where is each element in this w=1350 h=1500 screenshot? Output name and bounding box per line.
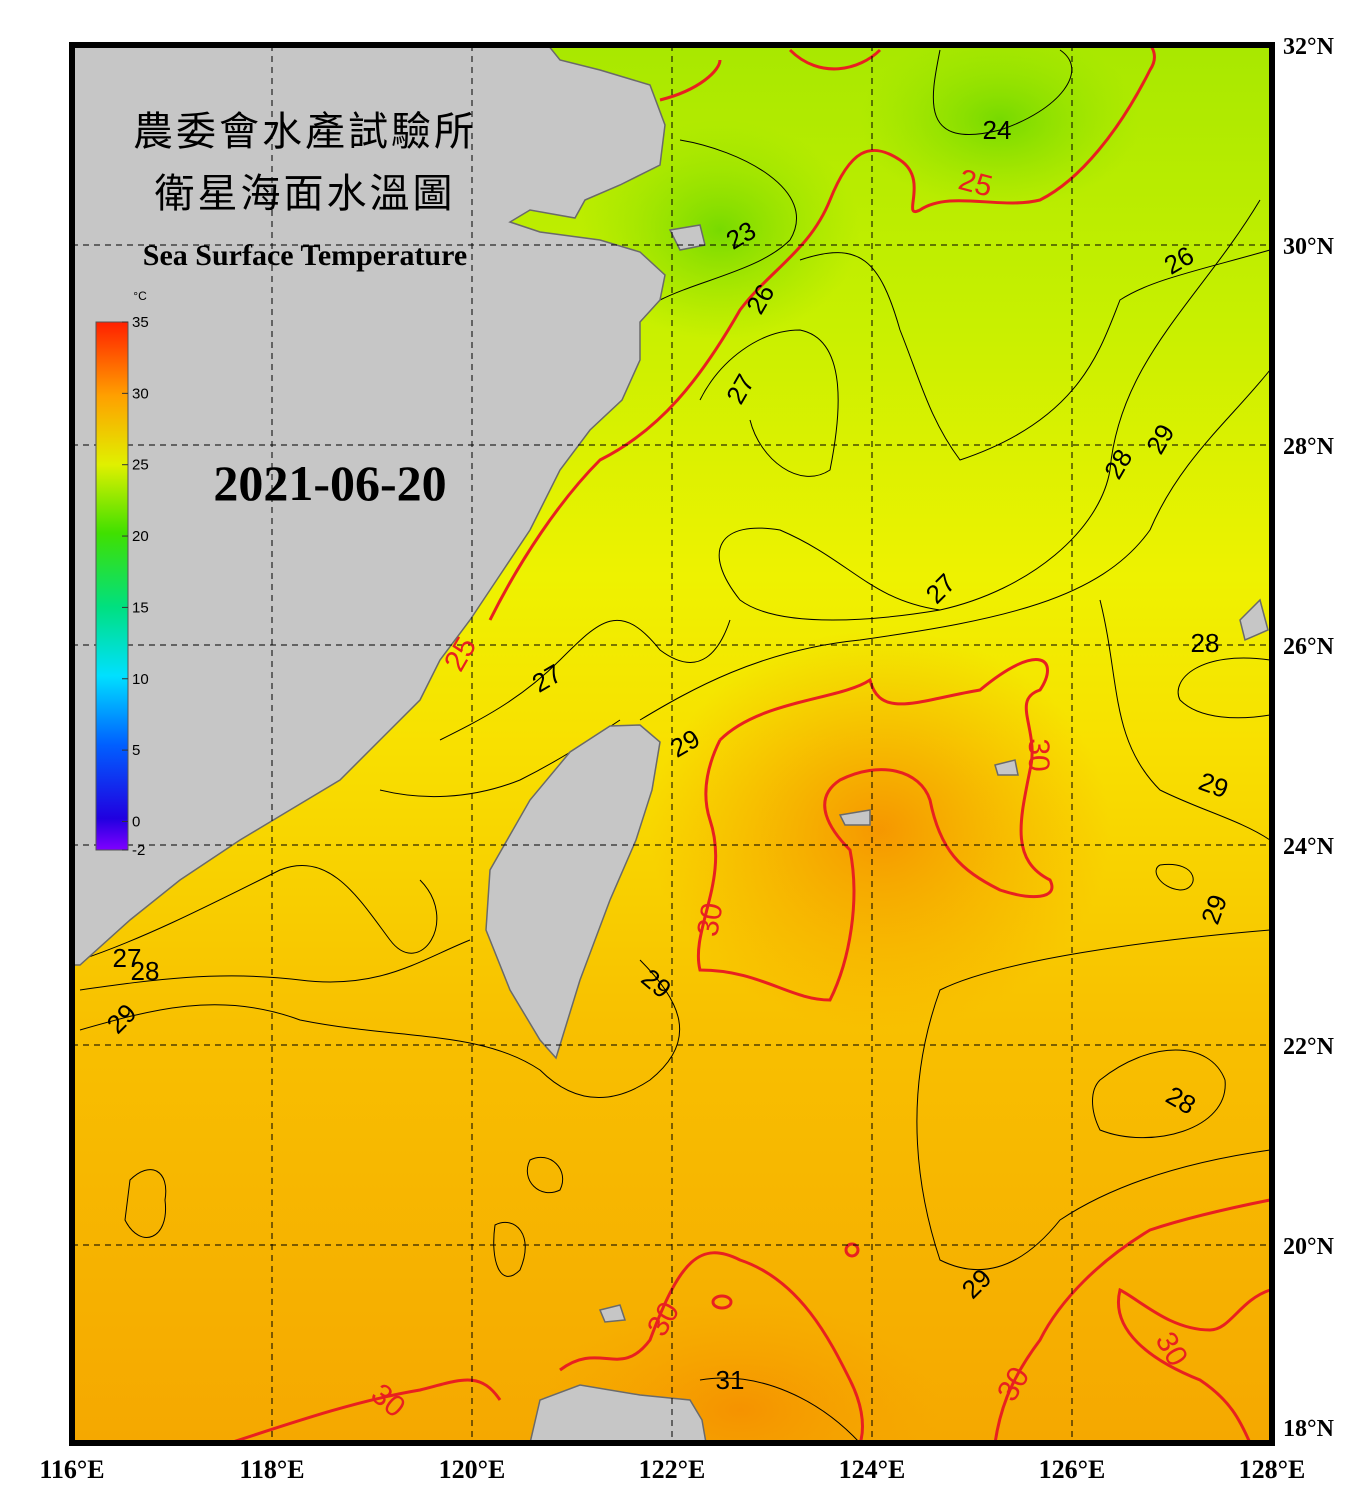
contour-label: 31 [716,1365,745,1395]
warm-pool [650,630,1110,1030]
colorbar-tick-label: 25 [132,457,149,474]
island [598,1304,627,1323]
map-frame [69,42,1275,1446]
contour-line [493,1221,526,1277]
title-zh: 農委會水產試驗所 [133,109,477,154]
contour-line [799,249,1271,461]
island [1239,598,1269,642]
latitude-label: 22°N [1283,1034,1335,1060]
latitude-label: 20°N [1283,1234,1335,1260]
contour-line [526,1156,564,1194]
latitude-label: 18°N [1283,1416,1335,1442]
contour-line [79,959,680,1098]
red-contour-line [659,59,722,102]
contour-label: 24 [983,115,1012,145]
colorbar-tick-label: -2 [132,842,145,859]
red-contour-line [844,1242,860,1258]
contour-line [79,864,438,961]
red-contour-line [229,1378,502,1443]
contour-line [1092,1049,1226,1139]
red-contour-line [1117,1287,1271,1443]
red-contour-line [993,1198,1271,1443]
latitude-label: 24°N [1283,834,1335,860]
longitude-label: 118°E [239,1455,304,1484]
latitude-label: 28°N [1283,434,1335,460]
taiwan [485,724,661,1060]
longitude-label: 124°E [839,1455,906,1484]
latitude-label: 26°N [1283,634,1335,660]
contour-line [1099,599,1271,841]
title-en: Sea Surface Temperature [143,239,467,272]
longitude-label: 126°E [1039,1455,1106,1484]
contour-line [439,619,731,741]
luzon [529,1384,707,1443]
contour-line [1155,863,1194,891]
colorbar-tick-label: 15 [132,599,149,616]
colorbar-ticks: 35 30 25 20 15 10 5 0 -2 [122,314,149,859]
red-contour-line [488,45,1156,621]
longitude-label: 122°E [639,1455,706,1484]
contour-line [659,139,797,301]
red-contour-line [559,1251,864,1443]
latitude-label: 32°N [1283,34,1335,60]
island [994,759,1019,776]
contour-line [124,1169,167,1238]
red-contour-line [697,658,1054,1002]
red-contour-line [711,1294,733,1310]
graticule [72,45,1272,1443]
contour-line [699,329,839,477]
colorbar-tick-label: 20 [132,528,149,545]
colorbar [95,321,129,851]
mainland-china [72,45,666,966]
contour-line [639,369,1271,721]
contour-label: 30 [691,900,729,939]
contour-label: 28 [1191,628,1220,658]
land [72,45,1269,1443]
colorbar-tick-label: 0 [132,813,140,830]
contour-label: 27 [113,943,142,973]
island [838,809,871,826]
axis-labels: 116°E 118°E 120°E 122°E 124°E 126°E 128°E 32°N 3… [39,34,1334,1484]
contour-line [916,929,1271,1271]
contour-label: 28 [131,956,160,986]
latitude-label: 30°N [1283,234,1335,260]
longitude-label: 120°E [439,1455,506,1484]
contour-label: 30 [1022,738,1055,771]
date: 2021-06-20 [213,455,446,511]
contour-line [79,939,471,991]
colorbar-tick-label: 30 [132,385,149,402]
contour-line [932,49,1073,135]
longitude-label: 116°E [39,1455,104,1484]
colorbar-unit: °C [133,289,147,303]
cool-pool [860,45,1140,210]
contour-line [699,1377,861,1443]
colorbar-tick-label: 35 [132,314,149,331]
colorbar-tick-label: 10 [132,671,149,688]
red-contours [229,45,1271,1443]
contour-line [1177,657,1271,719]
colorbar-tick-label: 5 [132,742,140,759]
longitude-label: 128°E [1239,1455,1306,1484]
subtitle-zh: 衛星海面水溫圖 [155,171,456,216]
red-contour-line [788,48,882,71]
contour-line [718,199,1261,621]
